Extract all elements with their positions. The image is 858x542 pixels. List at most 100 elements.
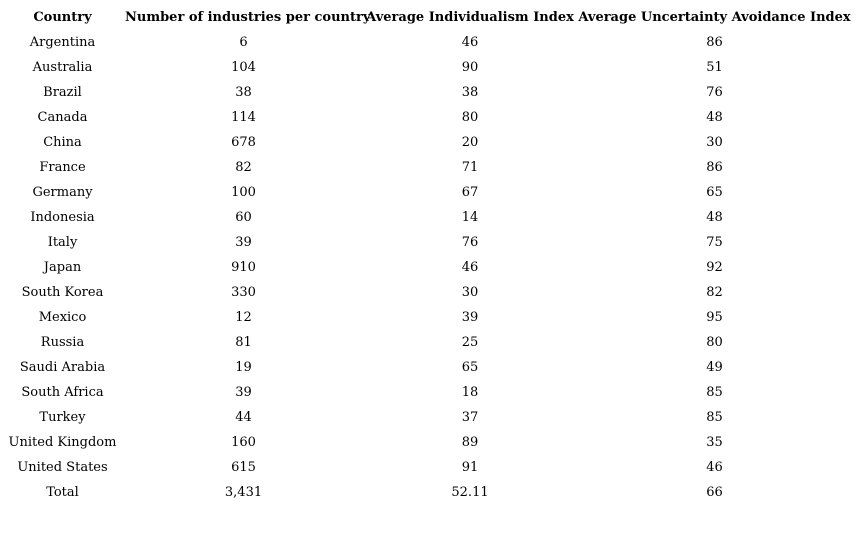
value-cell: 39 — [235, 235, 252, 250]
country-cell: Japan — [43, 260, 82, 275]
value-cell: 65 — [461, 360, 479, 375]
country-cell: South Africa — [21, 385, 104, 400]
table-row: France 82 71 86 — [0, 155, 851, 180]
value-cell: 615 — [231, 460, 256, 475]
table-row: Russia 81 25 80 — [0, 330, 851, 355]
country-cell: Saudi Arabia — [19, 360, 106, 375]
table-row: United States 615 91 46 — [0, 455, 851, 480]
value-cell: 76 — [461, 235, 479, 250]
value-cell: 76 — [706, 85, 723, 100]
table-row: Argentina 6 46 86 — [0, 30, 851, 55]
table-row: Indonesia 60 14 48 — [0, 205, 851, 230]
value-cell: 82 — [706, 285, 723, 300]
value-cell: 20 — [461, 135, 479, 150]
value-cell: 30 — [706, 135, 723, 150]
table-row: Japan 910 46 92 — [0, 255, 851, 280]
value-cell: 65 — [706, 185, 723, 200]
value-cell: 678 — [231, 135, 256, 150]
value-cell: 30 — [461, 285, 479, 300]
value-cell: 48 — [706, 110, 723, 125]
value-cell: 86 — [706, 35, 723, 50]
column-header: Average Individualism Index — [366, 10, 574, 25]
value-cell: 52.11 — [451, 485, 489, 500]
value-cell: 39 — [235, 385, 252, 400]
value-cell: 330 — [231, 285, 256, 300]
column-header: Country — [33, 10, 92, 25]
column-header: Number of industries per country — [125, 10, 371, 25]
value-cell: 85 — [706, 410, 723, 425]
header-row: Country Number of industries per country A… — [0, 5, 851, 30]
value-cell: 3,431 — [224, 485, 263, 500]
value-cell: 46 — [461, 35, 479, 50]
value-cell: 46 — [461, 260, 479, 275]
country-cell: Mexico — [38, 310, 87, 325]
value-cell: 37 — [461, 410, 479, 425]
country-cell: Total — [46, 485, 79, 500]
table-row: China 678 20 30 — [0, 130, 851, 155]
country-cell: Australia — [32, 60, 93, 75]
value-cell: 86 — [706, 160, 723, 175]
table-row: Italy 39 76 75 — [0, 230, 851, 255]
table-row: Australia 104 90 51 — [0, 55, 851, 80]
country-cell: Indonesia — [30, 210, 95, 225]
country-cell: United Kingdom — [8, 435, 117, 450]
value-cell: 80 — [706, 335, 723, 350]
value-cell: 160 — [231, 435, 256, 450]
country-cell: South Korea — [21, 285, 104, 300]
table-row: Saudi Arabia 19 65 49 — [0, 355, 851, 380]
country-cell: Argentina — [29, 35, 96, 50]
country-indices-table: Country Number of industries per country A… — [0, 5, 851, 505]
column-header: Average Uncertainty Avoidance Index — [578, 10, 851, 25]
table-row: Mexico 12 39 95 — [0, 305, 851, 330]
table-row: Brazil 38 38 76 — [0, 80, 851, 105]
table-row: Turkey 44 37 85 — [0, 405, 851, 430]
value-cell: 35 — [706, 435, 723, 450]
value-cell: 67 — [461, 185, 479, 200]
table-row: Canada 114 80 48 — [0, 105, 851, 130]
value-cell: 910 — [231, 260, 256, 275]
value-cell: 81 — [235, 335, 252, 350]
value-cell: 75 — [706, 235, 723, 250]
value-cell: 49 — [706, 360, 723, 375]
value-cell: 19 — [235, 360, 252, 375]
value-cell: 92 — [706, 260, 723, 275]
value-cell: 18 — [461, 385, 479, 400]
value-cell: 90 — [461, 60, 479, 75]
table-row: South Africa 39 18 85 — [0, 380, 851, 405]
value-cell: 114 — [231, 110, 256, 125]
value-cell: 39 — [461, 310, 479, 325]
country-cell: Canada — [37, 110, 88, 125]
country-cell: Brazil — [43, 85, 82, 100]
value-cell: 51 — [706, 60, 723, 75]
total-row: Total 3,431 52.11 66 — [0, 480, 851, 505]
table-row: United Kingdom 160 89 35 — [0, 430, 851, 455]
value-cell: 25 — [461, 335, 479, 350]
value-cell: 48 — [706, 210, 723, 225]
value-cell: 71 — [461, 160, 479, 175]
country-cell: Turkey — [39, 410, 86, 425]
value-cell: 14 — [461, 210, 479, 225]
value-cell: 82 — [235, 160, 252, 175]
value-cell: 89 — [461, 435, 479, 450]
value-cell: 44 — [235, 410, 252, 425]
value-cell: 12 — [235, 310, 252, 325]
value-cell: 66 — [706, 485, 723, 500]
value-cell: 38 — [235, 85, 252, 100]
value-cell: 46 — [706, 460, 723, 475]
country-cell: Germany — [32, 185, 93, 200]
value-cell: 80 — [461, 110, 479, 125]
country-cell: Russia — [40, 335, 85, 350]
country-cell: United States — [17, 460, 108, 475]
country-cell: China — [43, 135, 82, 150]
value-cell: 60 — [235, 210, 252, 225]
value-cell: 38 — [461, 85, 479, 100]
table-row: South Korea 330 30 82 — [0, 280, 851, 305]
country-cell: Italy — [47, 235, 78, 250]
value-cell: 91 — [461, 460, 479, 475]
value-cell: 85 — [706, 385, 723, 400]
value-cell: 100 — [231, 185, 256, 200]
value-cell: 95 — [706, 310, 723, 325]
value-cell: 6 — [239, 35, 248, 50]
value-cell: 104 — [231, 60, 256, 75]
table-row: Germany 100 67 65 — [0, 180, 851, 205]
